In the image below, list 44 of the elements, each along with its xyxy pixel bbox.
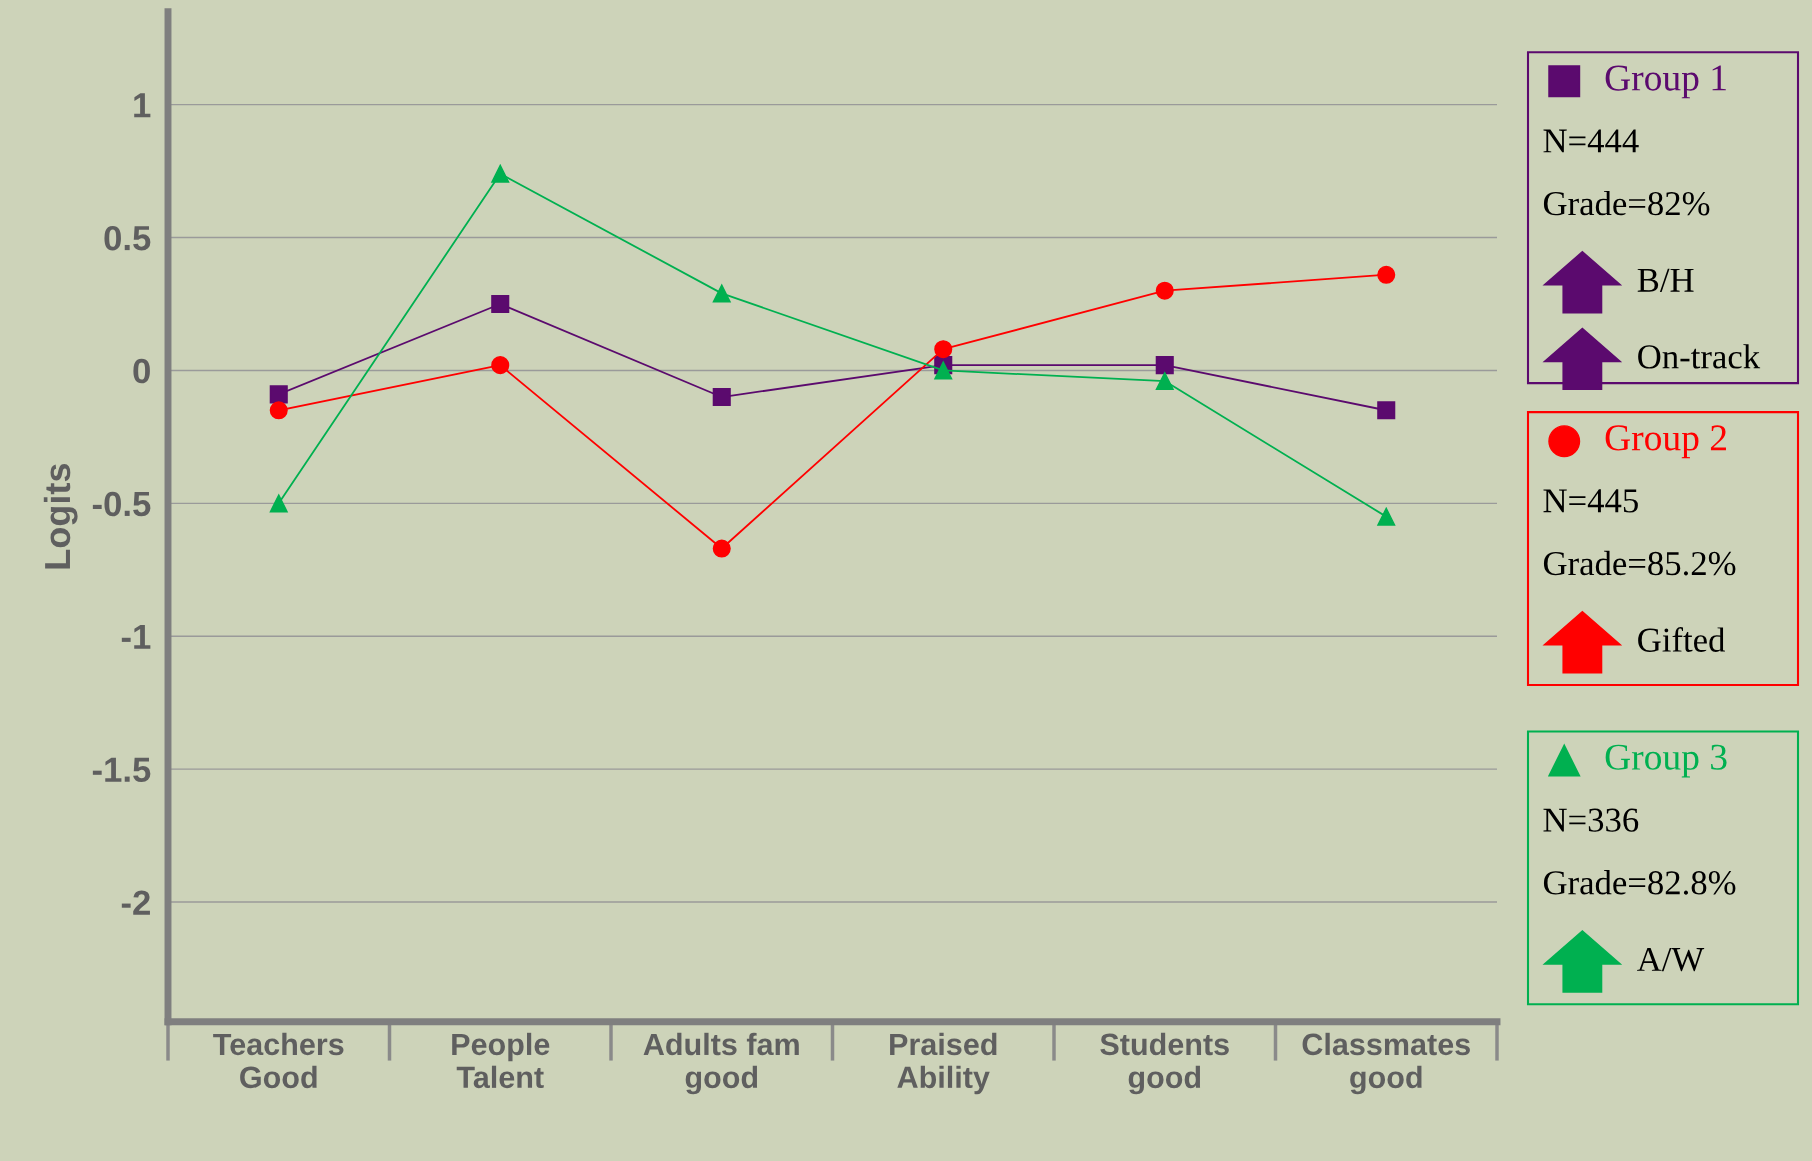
x-tick-label: Adults fam good <box>643 1032 799 1095</box>
y-tick-label: -2 <box>121 890 150 915</box>
x-tick-label: People Talent <box>452 1032 550 1089</box>
point <box>1377 401 1396 420</box>
text: Grade=82% <box>1543 190 1710 216</box>
point <box>1155 356 1174 375</box>
y-tick-label: 1 <box>134 93 151 118</box>
text: Grade=82.8% <box>1543 870 1736 895</box>
point <box>934 361 953 380</box>
point <box>491 164 510 183</box>
text: Grade=85.2% <box>1543 550 1736 576</box>
y-axis-title: Logits <box>43 463 78 569</box>
x-tick-label: Students good <box>1100 1032 1229 1095</box>
point <box>712 539 731 558</box>
y-tick-label: 0.5 <box>104 225 151 251</box>
y-tick-label: -1.5 <box>92 757 151 783</box>
point <box>269 385 288 404</box>
legend-label: Group 2 <box>1605 425 1726 459</box>
point <box>1155 372 1174 391</box>
legend-label: Group 1 <box>1605 65 1726 99</box>
text: B/H <box>1637 268 1694 292</box>
point <box>269 494 288 513</box>
legend-label: Group 3 <box>1605 744 1727 778</box>
point <box>1377 507 1396 526</box>
x-tick-label: Teachers Good <box>213 1032 344 1089</box>
point <box>712 388 731 407</box>
text: A/W <box>1637 947 1705 972</box>
point <box>712 284 731 303</box>
text: On-track <box>1638 344 1761 369</box>
x-tick-label: Classmates good <box>1302 1032 1470 1095</box>
y-tick-label: -0.5 <box>92 491 151 517</box>
text: Gifted <box>1638 627 1725 652</box>
y-tick-label: -1 <box>121 624 151 649</box>
y-tick-label: 0 <box>133 358 150 384</box>
point <box>269 401 288 420</box>
point <box>934 340 953 359</box>
text: N=445 <box>1543 489 1638 513</box>
point <box>1377 265 1396 284</box>
point <box>491 294 510 314</box>
x-tick-label: Praised Ability <box>890 1032 997 1095</box>
point <box>1155 281 1174 300</box>
text: N=444 <box>1543 129 1639 153</box>
point <box>491 356 510 375</box>
text: N=336 <box>1543 808 1639 832</box>
